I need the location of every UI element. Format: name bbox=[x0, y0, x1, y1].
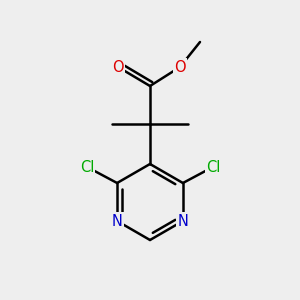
Text: N: N bbox=[112, 214, 122, 229]
Text: O: O bbox=[174, 59, 186, 74]
Text: Cl: Cl bbox=[80, 160, 94, 175]
Text: N: N bbox=[178, 214, 188, 229]
Text: Cl: Cl bbox=[206, 160, 220, 175]
Text: O: O bbox=[112, 59, 124, 74]
